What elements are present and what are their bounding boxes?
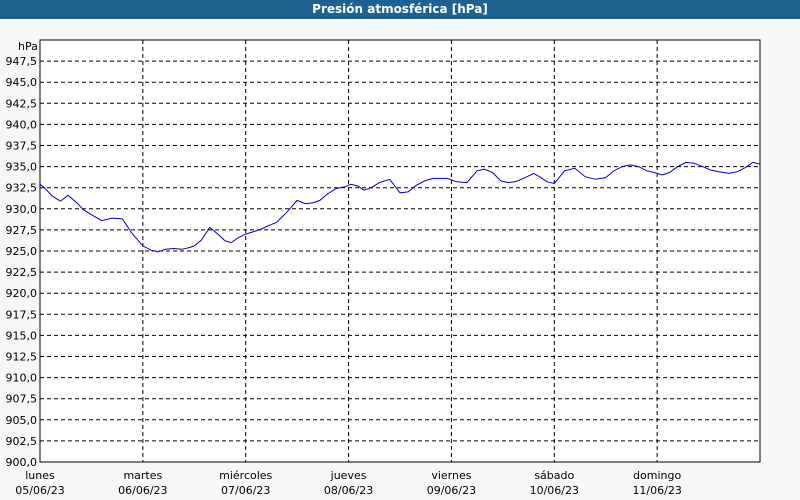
y-tick-label: 905,0 [6,414,38,427]
y-tick-label: 947,5 [6,55,38,68]
y-tick-label: 930,0 [6,203,38,216]
y-tick-label: 945,0 [6,76,38,89]
y-tick-label: 935,0 [6,161,38,174]
y-tick-label: 927,5 [6,224,38,237]
x-tick-date-label: 07/06/23 [221,484,270,497]
grid-lines [40,40,760,462]
x-tick-day-label: miércoles [219,469,272,482]
x-tick-date-label: 08/06/23 [324,484,373,497]
x-tick-date-label: 10/06/23 [530,484,579,497]
y-tick-label: 910,0 [6,372,38,385]
x-tick-date-label: 11/06/23 [632,484,681,497]
x-tick-date-label: 06/06/23 [118,484,167,497]
y-axis-label: hPa [18,40,38,53]
y-tick-label: 907,5 [6,393,38,406]
y-tick-label: 937,5 [6,140,38,153]
chart-title: Presión atmosférica [hPa] [0,0,800,19]
x-tick-labels: lunes 05/06/23 martes 06/06/23 miércoles 07/0… [15,469,682,497]
y-tick-labels: 900,0 902,5 905,0 907,5 910,0 912,5 915,0 917,5… [6,55,38,469]
y-tick-label: 942,5 [6,97,38,110]
y-tick-label: 912,5 [6,351,38,364]
y-tick-label: 920,0 [6,287,38,300]
x-tick-day-label: lunes [25,469,55,482]
y-tick-label: 917,5 [6,308,38,321]
x-tick-date-label: 05/06/23 [15,484,64,497]
x-tick-day-label: martes [123,469,162,482]
y-tick-label: 932,5 [6,182,38,195]
y-tick-label: 900,0 [6,456,38,469]
series-layer [39,161,761,253]
x-tick-day-label: domingo [633,469,681,482]
x-tick-day-label: jueves [330,469,367,482]
x-tick-day-label: sábado [534,469,574,482]
y-tick-label: 940,0 [6,118,38,131]
pressure-series-line [39,161,761,253]
y-tick-label: 902,5 [6,435,38,448]
y-tick-label: 922,5 [6,266,38,279]
y-tick-label: 925,0 [6,245,38,258]
x-tick-day-label: viernes [431,469,471,482]
x-tick-date-label: 09/06/23 [427,484,476,497]
y-tick-label: 915,0 [6,329,38,342]
